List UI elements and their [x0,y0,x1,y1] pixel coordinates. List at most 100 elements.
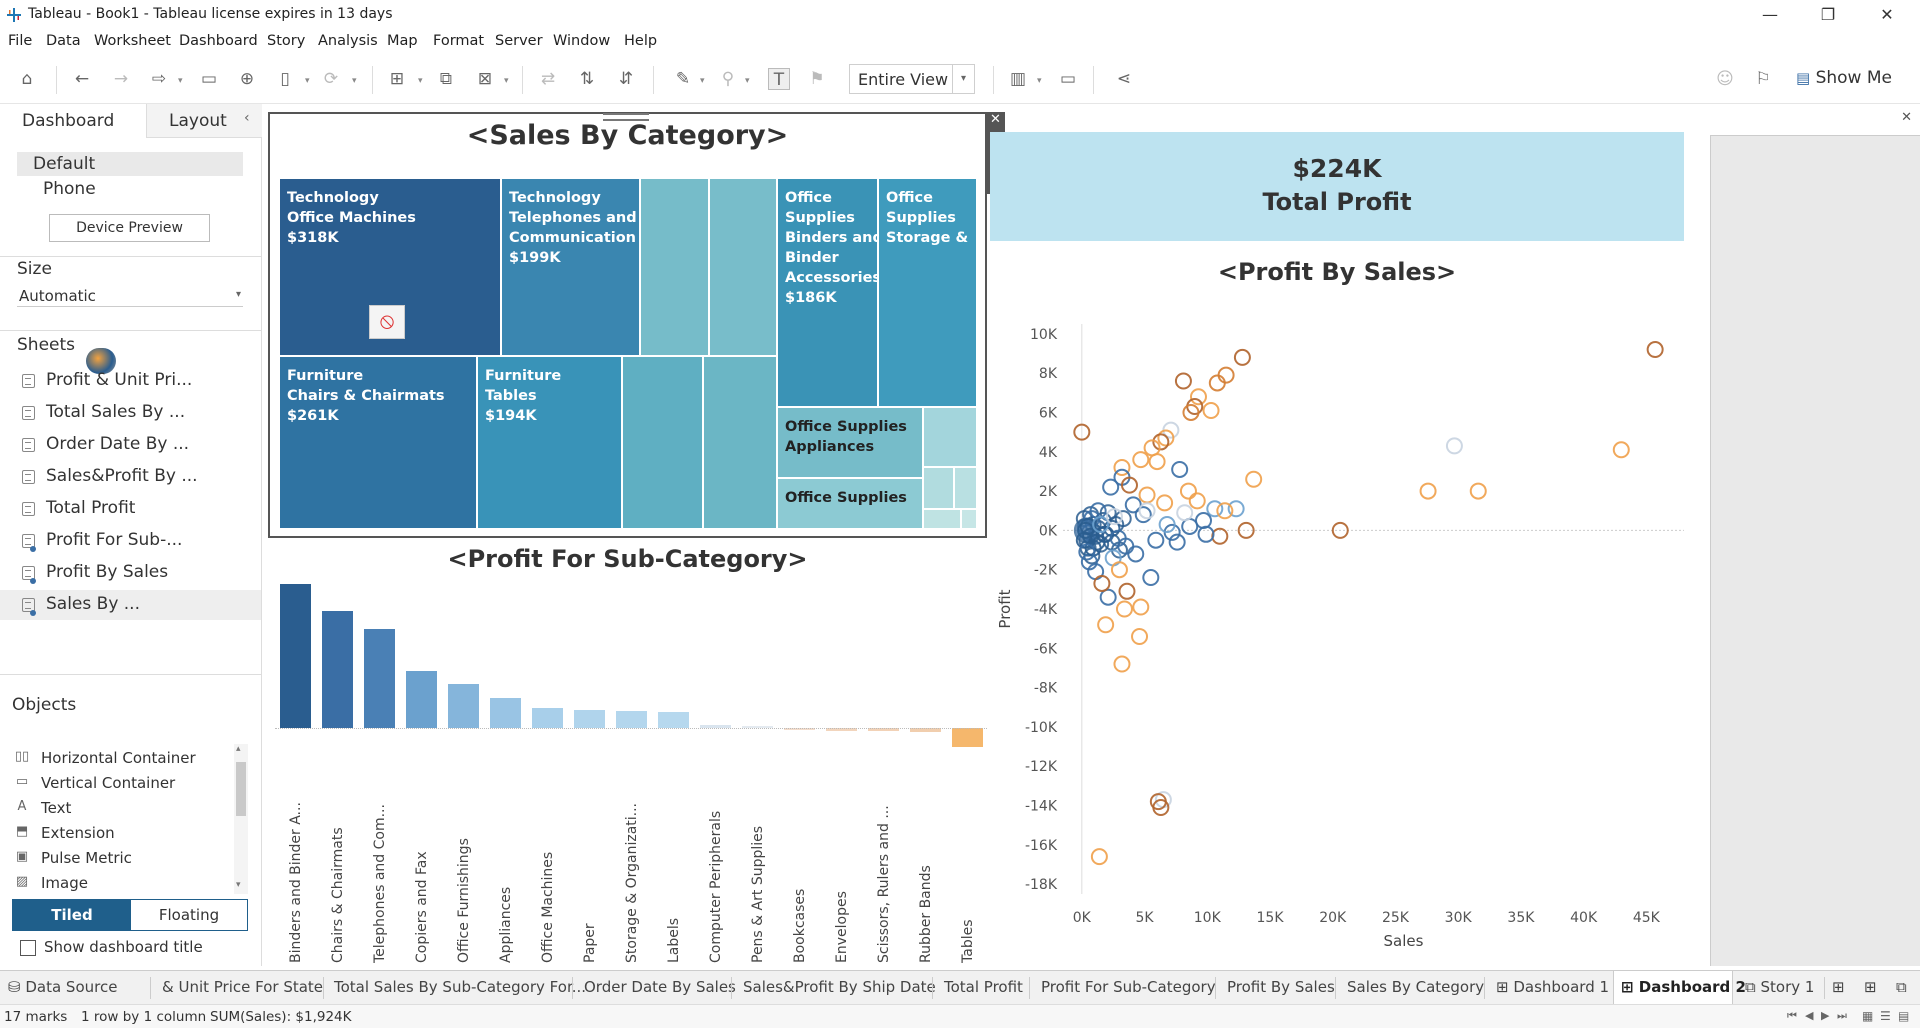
close-icon[interactable]: ✕ [1901,110,1912,125]
chevron-down-icon[interactable]: ▾ [352,76,357,86]
scatter-point[interactable] [1158,515,1176,533]
object-extension[interactable]: ⬒ Extension [14,822,234,846]
bar[interactable] [826,728,857,732]
scatter-point[interactable] [1078,543,1096,561]
fit-width-icon[interactable]: ▥ [1009,69,1027,89]
treemap-cell[interactable]: Office Supplies [777,478,923,529]
close-icon[interactable]: ✕ [1880,5,1894,24]
treemap-cell[interactable] [923,407,977,467]
next-page-icon[interactable]: ▶ [1821,1009,1830,1022]
scatter-point[interactable] [1216,502,1234,520]
group-icon[interactable]: ⚲ [721,69,735,89]
treemap-cell[interactable]: Technology Office Machines $318K ⦸ [279,178,501,356]
ask-data-icon[interactable]: ☺ [1716,69,1734,89]
scatter-point[interactable] [1211,527,1229,545]
scatter-point[interactable] [1090,848,1108,866]
tab-sheet[interactable]: Order Date By Sales [584,978,736,996]
tab-layout[interactable]: Layout [146,104,262,138]
scatter-point[interactable] [1176,504,1194,522]
scatter-point[interactable] [1073,423,1091,441]
replay-icon[interactable]: ⇨ [151,69,167,89]
scatter-point[interactable] [1132,451,1150,469]
menu-worksheet[interactable]: Worksheet [94,33,171,49]
first-page-icon[interactable]: ⏮ [1787,1009,1797,1022]
bar[interactable] [910,728,941,733]
bar[interactable] [448,684,479,728]
scatter-point[interactable] [1118,582,1136,600]
menu-help[interactable]: Help [624,33,658,49]
treemap-cell[interactable] [923,467,954,509]
scatter-point[interactable] [1105,508,1123,526]
scatter-point[interactable] [1419,482,1437,500]
new-worksheet-icon[interactable]: ⊞ [389,69,405,89]
new-story-icon[interactable]: ⧉ [1896,978,1907,996]
scatter-point[interactable] [1152,433,1170,451]
scatter-point[interactable] [1110,561,1128,579]
scatter-point[interactable] [1179,482,1197,500]
scroll-up-icon[interactable]: ▴ [236,744,241,754]
bar[interactable] [364,629,395,728]
undo-icon[interactable]: ← [74,69,90,89]
scatter-point[interactable] [1149,793,1167,811]
menu-map[interactable]: Map [387,33,418,49]
remove-zone-icon[interactable]: ✕ [990,112,1001,127]
treemap-cell[interactable]: Office Supplies Appliances [777,407,923,478]
pause-auto-updates-icon[interactable]: ▯ [280,69,290,89]
scatter-point[interactable] [1202,401,1220,419]
chevron-down-icon[interactable]: ▾ [178,76,183,86]
menu-format[interactable]: Format [433,33,485,49]
tab-sheet[interactable]: Profit By Sales [1227,978,1335,996]
scatter-point[interactable] [1227,500,1245,518]
scatter-point[interactable] [1245,470,1263,488]
scatter-point[interactable] [1147,531,1165,549]
bar[interactable] [322,610,353,728]
sheet-item[interactable]: Total Sales By ... [0,398,261,428]
scatter-point[interactable] [1157,429,1175,447]
scatter-point[interactable] [1138,486,1156,504]
scroll-down-icon[interactable]: ▾ [236,880,241,890]
menu-dashboard[interactable]: Dashboard [179,33,258,49]
scatter-point[interactable] [1093,574,1111,592]
menu-window[interactable]: Window [553,33,611,49]
scatter-point[interactable] [1099,588,1117,606]
tab-sheet[interactable]: & Unit Price For State [162,978,324,996]
new-data-source-icon[interactable]: ⊕ [239,69,255,89]
scatter-point[interactable] [1208,374,1226,392]
tab-dashboard-2[interactable]: ⊞ Dashboard 2 [1621,978,1746,996]
duplicate-icon[interactable]: ⧉ [439,69,453,89]
bar[interactable] [658,712,689,728]
size-select[interactable]: Automatic ▾ [17,285,243,307]
scatter-point[interactable] [1174,372,1192,390]
scatter-point[interactable] [1124,496,1142,514]
tiled-button[interactable]: Tiled [13,900,131,930]
bar[interactable] [532,707,563,728]
tab-sheet[interactable]: Sales By Category [1347,978,1485,996]
bar[interactable] [742,726,773,728]
swap-icon[interactable]: ⇄ [540,69,556,89]
chevron-down-icon[interactable]: ▾ [305,76,310,86]
scatter-point[interactable] [1097,616,1115,634]
last-page-icon[interactable]: ⏭ [1837,1009,1847,1022]
menu-file[interactable]: File [8,33,33,49]
object-pulse-metric[interactable]: ▣ Pulse Metric [14,847,234,871]
treemap-cell[interactable] [961,509,977,529]
chevron-down-icon[interactable]: ▾ [1037,76,1042,86]
grid-view-icon[interactable]: ▦ [1862,1009,1874,1023]
view-mode-select[interactable]: Entire View ▾ [849,64,975,94]
new-worksheet-icon[interactable]: ⊞ [1832,978,1845,996]
object-vertical-container[interactable]: ▭ Vertical Container [14,772,234,796]
show-me-button[interactable]: ▤ Show Me [1796,68,1892,88]
menu-data[interactable]: Data [46,33,81,49]
scatter-point[interactable] [1114,510,1132,528]
scatter-point[interactable] [1115,600,1133,618]
sheet-item[interactable]: Sales&Profit By ... [0,462,261,492]
bar[interactable] [490,698,521,728]
tab-data-source[interactable]: ⛁ Data Source [8,978,118,996]
treemap-cell[interactable] [954,467,977,509]
bar[interactable] [574,710,605,728]
scatter-point[interactable] [1131,628,1149,646]
save-icon[interactable]: ▭ [200,69,218,89]
object-text[interactable]: A Text [14,797,234,821]
scatter-point[interactable] [1188,492,1206,510]
scatter-point[interactable] [1237,521,1255,539]
